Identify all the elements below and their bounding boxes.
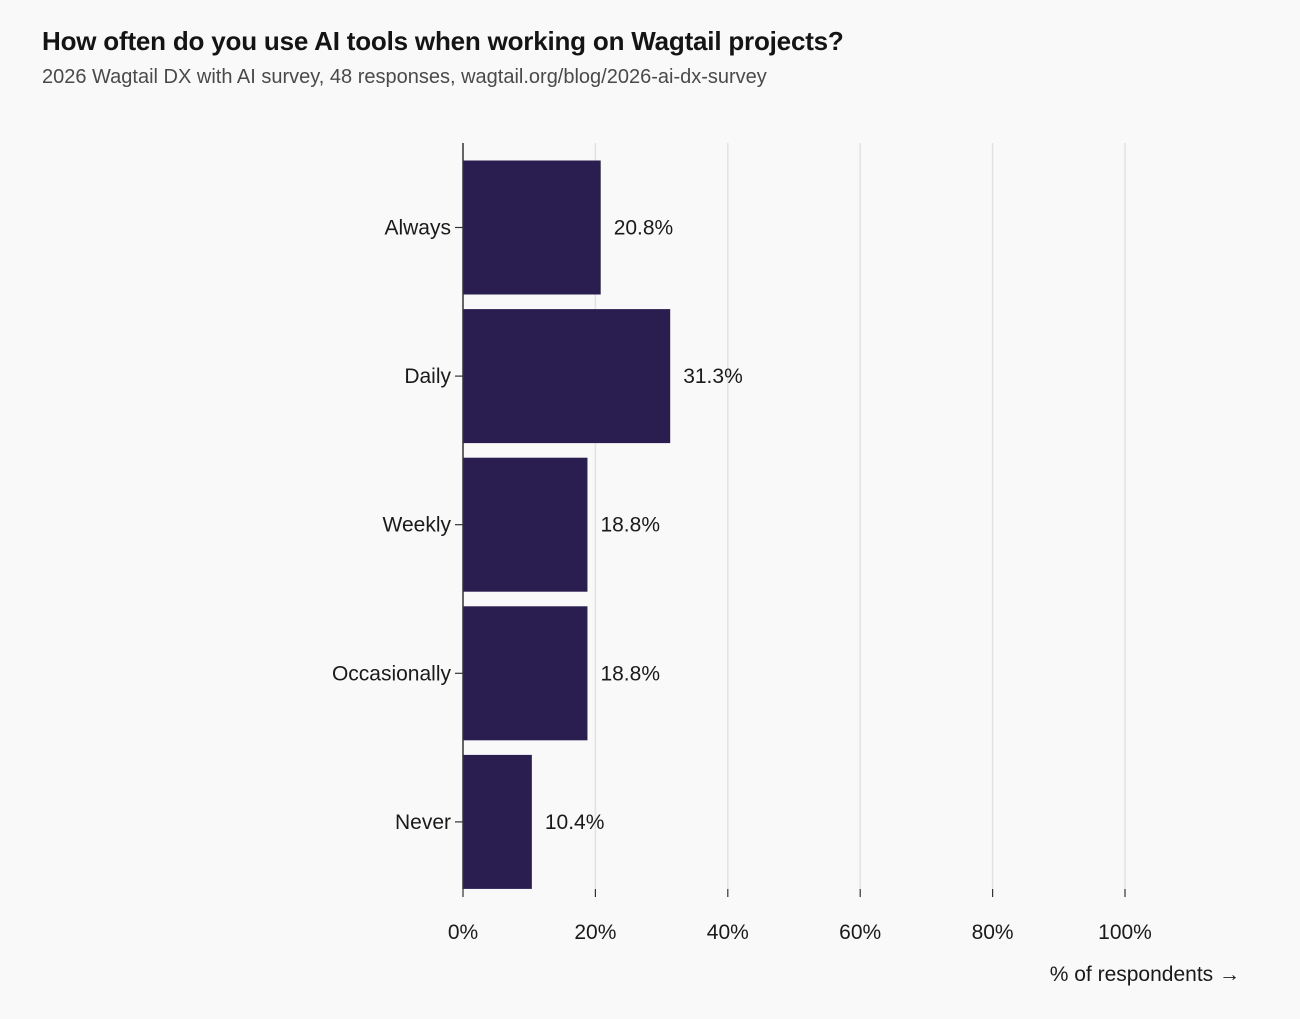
chart-title: How often do you use AI tools when worki… xyxy=(42,26,844,56)
category-label-weekly: Weekly xyxy=(383,514,452,537)
axes xyxy=(455,143,1126,897)
value-label-always: 20.8% xyxy=(614,217,674,240)
value-label-occasionally: 18.8% xyxy=(600,662,660,685)
category-label-always: Always xyxy=(384,217,451,240)
bar-occasionally xyxy=(463,606,588,741)
chart-subtitle: 2026 Wagtail DX with AI survey, 48 respo… xyxy=(42,66,767,88)
bars xyxy=(463,160,671,889)
x-tick-label-60: 60% xyxy=(839,921,881,944)
bar-daily xyxy=(463,309,671,444)
x-tick-label-80: 80% xyxy=(972,921,1014,944)
bar-weekly xyxy=(463,457,588,592)
category-label-occasionally: Occasionally xyxy=(332,662,452,685)
category-label-daily: Daily xyxy=(404,365,451,388)
value-label-weekly: 18.8% xyxy=(600,514,660,537)
x-axis-label: % of respondents → xyxy=(1050,963,1240,986)
x-tick-label-0: 0% xyxy=(448,921,478,944)
value-label-daily: 31.3% xyxy=(683,365,743,388)
category-label-never: Never xyxy=(395,811,451,834)
bar-always xyxy=(463,160,601,295)
value-label-never: 10.4% xyxy=(545,811,605,834)
labels: 0% 20% 40% 60% 80% 100% Always 20.8% Daily 31.3% W… xyxy=(332,217,1240,987)
x-tick-label-100: 100% xyxy=(1098,921,1152,944)
x-tick-label-20: 20% xyxy=(574,921,616,944)
x-tick-label-40: 40% xyxy=(707,921,749,944)
bar-never xyxy=(463,754,532,889)
grid-lines xyxy=(594,143,1126,889)
